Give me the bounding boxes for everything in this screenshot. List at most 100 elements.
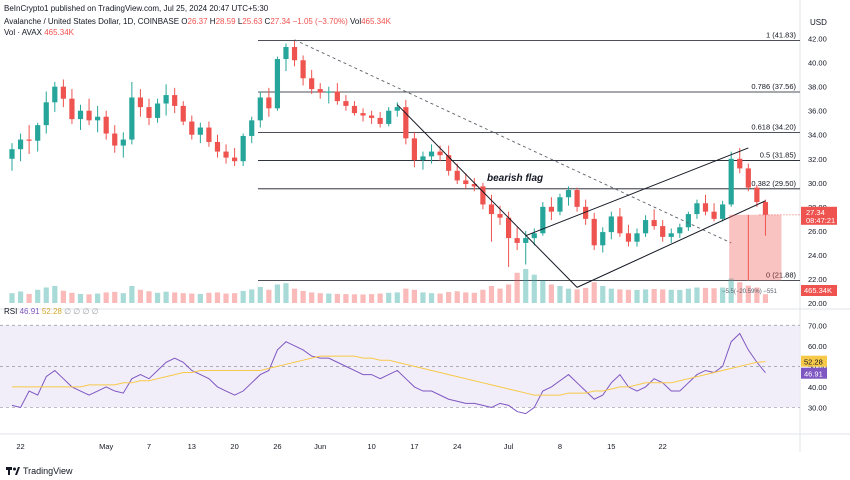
volume-bar bbox=[326, 293, 332, 303]
symbol-title[interactable]: Avalanche / United States Dollar, 1D, CO… bbox=[4, 17, 180, 26]
price-tick-label: 38.00 bbox=[808, 83, 827, 92]
candle-body bbox=[711, 211, 717, 219]
time-tick-label: Jun bbox=[314, 442, 326, 451]
candle-body bbox=[565, 190, 572, 198]
candle-body bbox=[163, 95, 169, 104]
time-tick-label: 8 bbox=[558, 442, 562, 451]
volume-bar bbox=[497, 288, 503, 303]
candle-body bbox=[471, 184, 477, 187]
ohlc-o-label: O bbox=[181, 17, 188, 26]
candle-body bbox=[232, 157, 238, 162]
volume-badge bbox=[801, 285, 837, 296]
rsi-badge bbox=[801, 367, 827, 379]
price-axis[interactable]: 42.0040.0038.0036.0034.0032.0030.0028.00… bbox=[801, 35, 837, 413]
candle-body bbox=[154, 103, 161, 118]
ohlc-volume: 465.34K bbox=[361, 17, 391, 26]
candle-body bbox=[480, 186, 486, 205]
volume-bar bbox=[95, 293, 101, 303]
candle-body bbox=[403, 107, 409, 139]
candle-body bbox=[266, 97, 272, 109]
volume-bar bbox=[240, 290, 246, 303]
volume-bar bbox=[120, 293, 126, 303]
volume-bar bbox=[754, 287, 760, 303]
candle-body bbox=[762, 202, 769, 215]
volume-bar bbox=[137, 289, 144, 303]
candle-body bbox=[720, 204, 726, 219]
volume-bar bbox=[69, 292, 75, 303]
flag-upper-line bbox=[525, 147, 749, 237]
rsi-tick-label: 30.00 bbox=[808, 403, 827, 412]
fib-level-label: 0.5 (31.85) bbox=[760, 151, 797, 160]
fib-level-label: 0.786 (37.56) bbox=[751, 82, 796, 91]
volume-legend-label[interactable]: Vol · AVAX bbox=[4, 28, 42, 37]
candle-body bbox=[394, 107, 400, 111]
candle-body bbox=[180, 105, 186, 122]
volume-bar bbox=[52, 286, 58, 303]
last-price-badge bbox=[801, 206, 837, 225]
candle-body bbox=[146, 107, 152, 118]
volume-bar bbox=[514, 272, 520, 303]
volume-bar bbox=[728, 278, 734, 303]
candle-body bbox=[694, 203, 700, 215]
volume-bar bbox=[565, 288, 572, 303]
candle-body bbox=[300, 60, 306, 79]
candle-body bbox=[446, 155, 452, 171]
volume-bar bbox=[394, 292, 400, 303]
volume-bar bbox=[411, 289, 418, 303]
candle-body bbox=[574, 190, 580, 207]
candle-body bbox=[249, 120, 255, 136]
volume-bar bbox=[249, 289, 255, 303]
candle-body bbox=[514, 238, 520, 243]
symbol-ohlc-row: Avalanche / United States Dollar, 1D, CO… bbox=[4, 17, 391, 26]
flag-pole-line bbox=[396, 104, 578, 288]
rsi-ma-line bbox=[12, 355, 766, 396]
ohlc-vol-label: Vol bbox=[349, 17, 362, 26]
volume-bar bbox=[437, 293, 443, 303]
price-range-box bbox=[729, 214, 782, 281]
candle-body bbox=[608, 216, 614, 233]
candle-body bbox=[283, 47, 289, 60]
volume-bar bbox=[214, 292, 221, 303]
candle-body bbox=[60, 86, 66, 99]
volume-bar bbox=[694, 287, 700, 303]
candle-body bbox=[642, 220, 649, 234]
time-tick-label: 20 bbox=[230, 442, 238, 451]
trend-drawings[interactable] bbox=[294, 39, 800, 288]
ohlc-high: 28.59 bbox=[215, 17, 236, 26]
volume-bar bbox=[129, 286, 135, 303]
candle-body bbox=[497, 214, 503, 218]
time-tick-label: 13 bbox=[188, 442, 196, 451]
volume-bar bbox=[26, 293, 32, 303]
time-tick-label: May bbox=[99, 442, 113, 451]
bearish-flag-annotation: bearish flag bbox=[487, 173, 543, 184]
time-tick-label: 10 bbox=[367, 442, 375, 451]
volume-bar bbox=[505, 284, 512, 303]
last-price-value: 27.34 bbox=[806, 208, 825, 217]
publisher-line: BeInCrypto1 published on TradingView.com… bbox=[4, 4, 269, 13]
candle-body bbox=[103, 116, 109, 134]
volume-bar bbox=[600, 286, 606, 303]
volume-bar bbox=[523, 269, 529, 303]
time-axis[interactable]: 22 May 7 13 20 26 Jun 10 17 24 Jul 8 15 22 bbox=[16, 442, 666, 451]
candle-body bbox=[326, 91, 332, 93]
rsi-ma-badge-value: 52.28 bbox=[804, 358, 823, 367]
time-tick-label: 17 bbox=[410, 442, 418, 451]
volume-bar bbox=[77, 293, 84, 303]
ohlc-c-label: C bbox=[264, 17, 271, 26]
candle-body bbox=[9, 149, 15, 159]
rsi-legend: RSI 46.91 52.28 ∅ ∅ ∅ ∅ bbox=[4, 307, 99, 316]
fibonacci-retracement[interactable]: 1 (41.83) 0.786 (37.56) 0.618 (34.20) 0.5 (… bbox=[258, 31, 800, 281]
volume-bar bbox=[317, 293, 323, 303]
volume-bar bbox=[540, 280, 546, 303]
volume-bar bbox=[454, 291, 460, 303]
price-tick-label: 20.00 bbox=[808, 299, 827, 308]
rsi-label[interactable]: RSI bbox=[4, 307, 18, 316]
candle-body bbox=[685, 214, 691, 228]
volume-bar bbox=[745, 285, 751, 303]
volume-bar bbox=[617, 289, 623, 303]
candle-body bbox=[274, 59, 281, 109]
candle-body bbox=[69, 98, 75, 120]
volume-bar bbox=[257, 286, 263, 303]
volume-badge-value: 465.34K bbox=[804, 286, 832, 295]
